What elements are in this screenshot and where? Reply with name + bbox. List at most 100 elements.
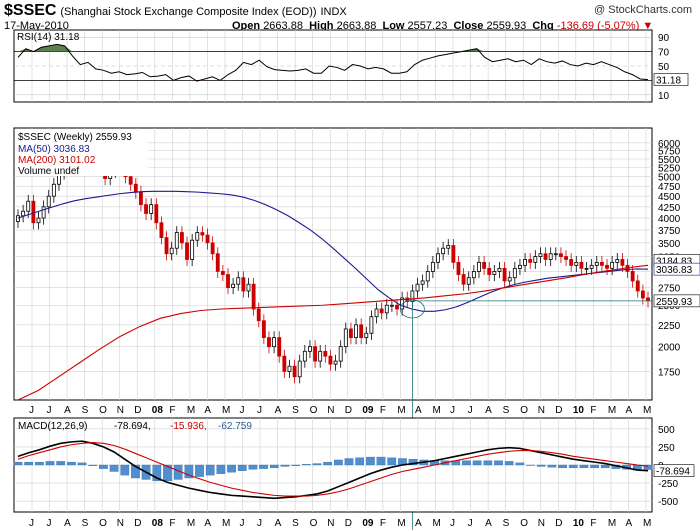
ohlc-summary: Open 2663.88 High 2663.88 Low 2557.23 Cl…: [232, 20, 654, 32]
month-label: F: [169, 405, 175, 416]
ma200-line: [17, 264, 649, 401]
candle: [630, 271, 635, 282]
candle: [128, 176, 133, 185]
month-label: N: [538, 405, 545, 416]
histogram-value: -62.759: [218, 421, 252, 432]
macd-histogram-bar: [515, 462, 525, 466]
macd-value: -78.694,: [114, 421, 151, 432]
candle: [159, 222, 164, 239]
rsi-tick-label: 70: [658, 48, 670, 59]
candle: [502, 267, 507, 282]
candle: [487, 267, 492, 275]
candle: [640, 290, 645, 299]
macd-current-label: -78.694: [656, 467, 690, 478]
price-tick-label: 5750: [658, 147, 681, 158]
candle: [492, 271, 497, 275]
candle: [594, 261, 599, 266]
price-tick-label: 5500: [658, 155, 681, 166]
macd-histogram-bar: [45, 461, 55, 466]
price-tick-label: 5000: [658, 173, 681, 184]
macd-histogram-bar: [227, 464, 236, 473]
price-tick-label: 2250: [658, 321, 681, 332]
month-label-bottom: J: [29, 518, 34, 529]
month-label-bottom: J: [240, 518, 245, 529]
candle: [569, 259, 574, 266]
price-tick-label: 1750: [658, 367, 681, 378]
month-label: J: [240, 405, 245, 416]
ma200-legend: MA(200) 3101.02: [18, 155, 96, 166]
candle: [610, 261, 615, 269]
month-label: J: [450, 405, 455, 416]
month-label-bottom: S: [82, 518, 89, 529]
candle: [195, 232, 200, 241]
month-label: M: [643, 405, 651, 416]
month-label: F: [380, 405, 386, 416]
candle: [287, 365, 292, 372]
macd-histogram-bar: [152, 464, 162, 482]
macd-histogram-bar: [366, 456, 375, 466]
month-label-bottom: A: [415, 518, 422, 529]
macd-histogram-bar: [312, 463, 322, 466]
macd-histogram-bar: [269, 464, 279, 469]
candle: [466, 277, 471, 285]
candle: [574, 261, 579, 266]
month-label: M: [608, 405, 616, 416]
candle: [389, 304, 394, 307]
candle: [41, 206, 46, 219]
candle: [328, 355, 333, 365]
month-label-bottom: F: [169, 518, 175, 529]
index-name: (Shanghai Stock Exchange Composite Index…: [60, 6, 317, 18]
macd-histogram-bar: [195, 464, 204, 477]
price-tick-label: 2750: [658, 284, 681, 295]
month-label: J: [257, 405, 262, 416]
month-label-bottom: M: [187, 518, 195, 529]
candle: [584, 267, 589, 270]
candle: [436, 253, 440, 263]
candle: [277, 337, 282, 357]
candle: [313, 346, 317, 362]
macd-histogram-bar: [355, 457, 365, 466]
macd-current-box: [653, 464, 695, 477]
month-label-bottom: J: [47, 518, 52, 529]
candle: [425, 271, 430, 282]
macd-histogram-bar: [163, 464, 172, 482]
macd-tick-label: -500: [658, 497, 678, 508]
macd-histogram-bar: [205, 464, 215, 476]
candle: [241, 277, 246, 292]
price-tick-label: 3500: [658, 239, 681, 250]
candle: [292, 365, 297, 378]
month-label: O: [310, 405, 318, 416]
ma50-value-label: 3036.83: [656, 265, 693, 276]
open-value: 2663.88: [263, 20, 303, 32]
macd-histogram-bar: [472, 460, 482, 466]
macd-histogram-bar: [462, 460, 471, 466]
signal-line: [17, 442, 649, 497]
candle: [497, 267, 502, 272]
candle: [456, 261, 461, 275]
month-label-bottom: O: [99, 518, 107, 529]
month-label: S: [292, 405, 299, 416]
price-tick-label: 4250: [658, 203, 681, 214]
candle: [226, 274, 230, 288]
macd-histogram-bar: [547, 464, 557, 468]
candle: [579, 261, 584, 269]
candle: [415, 283, 420, 292]
macd-histogram-bar: [67, 461, 76, 466]
macd-histogram-bar: [590, 464, 599, 469]
macd-tick-label: 500: [658, 425, 675, 436]
candle: [282, 355, 287, 372]
macd-histogram-bar: [184, 464, 194, 479]
exchange: INDX: [320, 6, 347, 18]
candle: [26, 200, 31, 212]
candle: [512, 267, 517, 279]
month-label-bottom: M: [432, 518, 440, 529]
month-label-bottom: O: [310, 518, 318, 529]
month-label-bottom: M: [222, 518, 230, 529]
macd-histogram-bar: [536, 464, 546, 467]
macd-histogram-bar: [248, 464, 258, 470]
macd-histogram-bar: [387, 457, 397, 466]
macd-histogram-bar: [579, 464, 589, 469]
candle: [272, 337, 277, 348]
macd-legend: MACD(12,26,9): [18, 421, 87, 432]
candle: [507, 277, 512, 282]
